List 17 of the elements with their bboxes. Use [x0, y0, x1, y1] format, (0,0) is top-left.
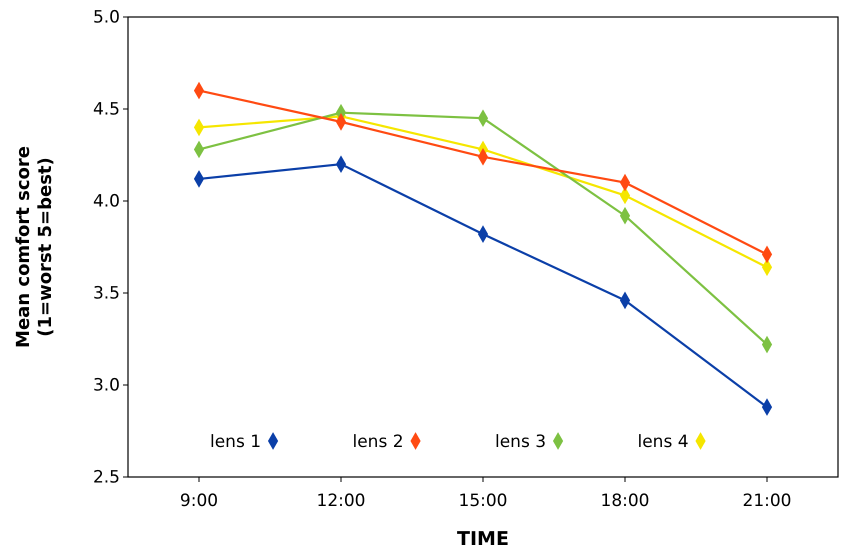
legend-label: lens 2 [352, 432, 404, 452]
y-axis-title: Mean comfort score (1=worst 5=best) [13, 146, 56, 348]
legend-label: lens 4 [638, 432, 689, 452]
x-tick-label: 15:00 [458, 491, 508, 512]
y-tick-label: 5.0 [92, 7, 120, 28]
y-tick-label: 4.5 [92, 99, 120, 120]
x-tick-label: 12:00 [316, 491, 366, 512]
y-tick-label: 2.5 [92, 467, 120, 488]
x-tick-label: 21:00 [742, 491, 792, 512]
legend-label: lens 3 [495, 432, 546, 452]
y-tick-label: 4.0 [92, 191, 120, 212]
x-axis-title: TIME [457, 528, 509, 550]
y-tick-label: 3.5 [92, 283, 120, 304]
legend-label: lens 1 [210, 432, 262, 452]
y-tick-label: 3.0 [92, 375, 120, 396]
x-tick-label: 18:00 [600, 491, 650, 512]
x-tick-label: 9:00 [180, 491, 218, 512]
